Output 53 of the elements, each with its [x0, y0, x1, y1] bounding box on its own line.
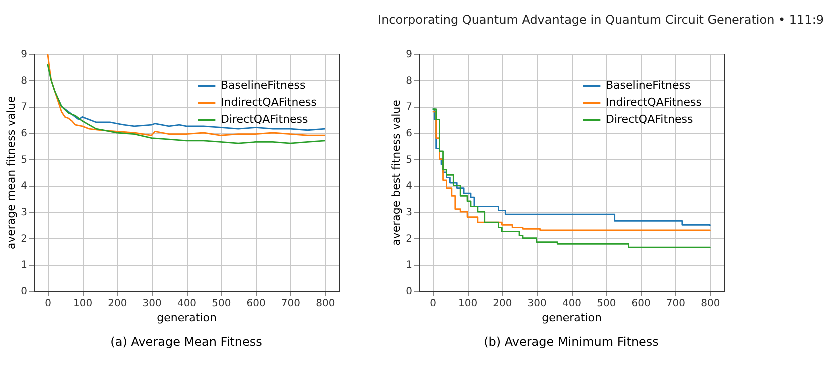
y-tick-label: 2 [21, 234, 28, 245]
y-tick-label: 9 [21, 50, 28, 60]
x-tick-label: 700 [281, 298, 301, 310]
legend-label: IndirectQAFitness [221, 96, 318, 109]
x-tick-label: 600 [632, 298, 651, 310]
y-tick-label: 0 [21, 286, 28, 298]
y-tick-label: 1 [406, 260, 412, 272]
x-tick-label: 400 [562, 298, 582, 310]
x-tick-label: 100 [73, 298, 93, 310]
x-tick-label: 200 [108, 298, 128, 310]
x-tick-label: 100 [458, 298, 478, 310]
x-tick-label: 300 [528, 298, 547, 310]
x-tick-label: 0 [45, 298, 52, 310]
x-tick-label: 700 [666, 298, 686, 310]
y-tick-label: 6 [406, 128, 412, 140]
y-tick-label: 8 [406, 76, 412, 87]
text: Incorporating Quantum Advantage in Quantum Circuit Generation • 111:9 [378, 13, 824, 27]
y-tick-label: 3 [406, 208, 412, 218]
y-tick-label: 7 [406, 102, 412, 114]
legend-label: BaselineFitness [221, 79, 306, 92]
legend-label: DirectQAFitness [221, 113, 308, 126]
y-tick-label: 8 [21, 76, 28, 87]
y-tick-label: 4 [21, 181, 28, 192]
y-tick-label: 4 [406, 181, 412, 192]
legend-label: IndirectQAFitness [606, 96, 702, 109]
x-tick-label: 600 [246, 298, 266, 310]
x-tick-label: 400 [177, 298, 197, 310]
x-tick-label: 300 [142, 298, 162, 310]
y-axis-title: average best fitness value [390, 100, 404, 246]
x-tick-label: 500 [212, 298, 232, 310]
y-tick-label: 2 [406, 234, 412, 245]
y-tick-label: 0 [406, 286, 412, 298]
x-tick-label: 200 [493, 298, 512, 310]
legend-label: BaselineFitness [606, 79, 692, 92]
y-tick-label: 6 [21, 128, 28, 140]
x-tick-label: 500 [597, 298, 616, 310]
x-tick-label: 0 [430, 298, 437, 310]
x-axis-title: generation [542, 312, 602, 324]
line-series [47, 64, 326, 144]
y-tick-label: 9 [406, 50, 412, 60]
y-tick-label: 5 [406, 154, 412, 166]
line-series [47, 54, 326, 136]
y-tick-label: 1 [21, 260, 28, 272]
legend-label: DirectQAFitness [606, 113, 694, 126]
text: (b) Average Minimum Fitness [484, 335, 659, 349]
x-tick-label: 800 [316, 298, 336, 310]
y-tick-label: 7 [21, 102, 28, 114]
y-tick-label: 5 [21, 154, 28, 166]
x-tick-label: 800 [701, 298, 720, 310]
text: (a) Average Mean Fitness [110, 335, 262, 349]
y-axis-title: average mean fitness value [5, 96, 18, 250]
x-axis-title: generation [157, 312, 217, 324]
y-tick-label: 3 [21, 208, 28, 218]
